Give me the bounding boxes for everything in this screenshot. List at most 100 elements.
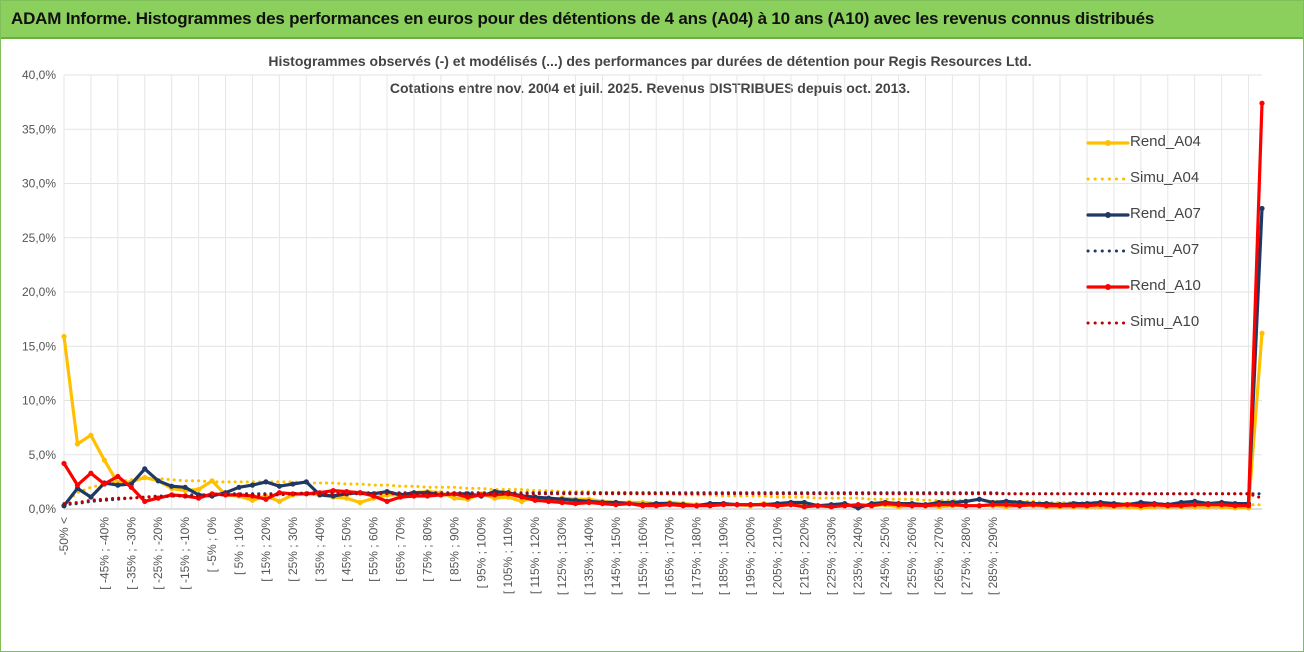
y-tick-label: 5,0% xyxy=(29,448,57,462)
data-point xyxy=(734,502,740,508)
data-point xyxy=(1151,502,1157,508)
x-tick-label: [ 215% ; 220% xyxy=(797,517,811,595)
x-tick-label: [ 45% ; 50% xyxy=(340,517,354,582)
data-point xyxy=(196,486,202,493)
y-tick-label: 15,0% xyxy=(22,339,56,353)
data-point xyxy=(465,494,471,500)
x-tick-label: [ 5% ; 10% xyxy=(232,517,246,575)
data-point xyxy=(1097,502,1104,508)
data-point xyxy=(976,503,982,509)
data-point xyxy=(519,498,525,505)
data-point xyxy=(61,333,67,340)
legend-label: Rend_A04 xyxy=(1130,133,1201,150)
data-point xyxy=(1111,503,1117,509)
legend-swatch xyxy=(1086,140,1130,146)
y-axis: 0,0% 5,0% 10,0% 15,0% 20,0% 25,0% 30,0% 35,0% 40… xyxy=(22,68,56,516)
data-point xyxy=(936,502,942,508)
y-tick-label: 30,0% xyxy=(22,177,56,191)
data-point xyxy=(559,499,565,506)
legend-swatch xyxy=(1086,177,1130,181)
data-point xyxy=(801,504,807,510)
x-tick-label: [ 155% ; 160% xyxy=(636,517,650,595)
y-tick-label: 35,0% xyxy=(22,122,56,136)
data-point xyxy=(1030,502,1036,508)
data-point xyxy=(761,502,767,508)
data-point xyxy=(613,502,619,508)
legend-item: Rend_A07 xyxy=(1076,200,1216,230)
data-point xyxy=(384,498,390,505)
x-tick-label: [ 255% ; 260% xyxy=(905,517,919,595)
data-point xyxy=(222,492,229,498)
data-point xyxy=(330,487,336,494)
x-tick-label: [ -25% ; -20% xyxy=(151,517,165,590)
data-point xyxy=(1259,330,1265,336)
data-point xyxy=(747,502,754,508)
legend-marker xyxy=(1105,140,1111,146)
legend-swatch xyxy=(1086,284,1130,290)
data-point xyxy=(115,482,121,488)
data-point xyxy=(963,498,969,505)
data-point xyxy=(842,503,848,509)
data-point xyxy=(532,497,538,503)
data-point xyxy=(276,498,282,505)
data-point xyxy=(276,483,282,489)
data-point xyxy=(626,500,632,507)
data-point xyxy=(182,484,188,490)
x-tick-label: [ 205% ; 210% xyxy=(770,517,784,595)
x-tick-label: [ 75% ; 80% xyxy=(420,517,434,582)
legend-swatch xyxy=(1086,321,1130,325)
data-point xyxy=(694,503,700,509)
x-tick-label: [ 15% ; 20% xyxy=(259,517,273,582)
data-point xyxy=(572,500,579,507)
data-point xyxy=(801,499,807,506)
data-point xyxy=(1259,100,1265,106)
series-line-simu-a07 xyxy=(62,491,1264,507)
data-point xyxy=(895,502,902,508)
legend-marker xyxy=(1105,284,1111,290)
data-point xyxy=(74,441,81,447)
header-bar: ADAM Informe. Histogrammes des performan… xyxy=(1,1,1303,39)
legend-label: Simu_A07 xyxy=(1130,241,1200,258)
x-tick-label: [ 245% ; 250% xyxy=(878,517,892,595)
series-line-simu-a10 xyxy=(62,492,1264,506)
series-line-rend-a04 xyxy=(62,331,1264,510)
data-point xyxy=(236,484,242,490)
data-point xyxy=(667,502,673,508)
data-point xyxy=(115,473,121,480)
data-point xyxy=(142,466,148,472)
data-point xyxy=(411,493,417,499)
legend-item: Simu_A07 xyxy=(1076,236,1216,266)
data-point xyxy=(88,432,94,438)
data-point xyxy=(1192,502,1198,508)
data-point xyxy=(815,503,821,509)
legend-swatch xyxy=(1086,249,1130,253)
data-point xyxy=(169,483,175,489)
x-tick-label: [ 85% ; 90% xyxy=(447,517,461,582)
data-point xyxy=(990,502,996,508)
x-tick-label: [ 105% ; 110% xyxy=(501,517,515,594)
data-point xyxy=(263,496,269,502)
legend-item: Simu_A10 xyxy=(1076,308,1216,338)
data-point xyxy=(909,503,915,509)
legend-label: Rend_A10 xyxy=(1130,277,1201,294)
data-point xyxy=(101,481,107,487)
series-layer xyxy=(61,100,1265,511)
y-tick-label: 25,0% xyxy=(22,231,56,245)
data-point xyxy=(1070,503,1077,509)
x-tick-label: [ 145% ; 150% xyxy=(609,517,623,595)
data-point xyxy=(828,504,834,510)
data-point xyxy=(1044,503,1050,509)
data-point xyxy=(88,470,94,476)
x-tick-label: [ -15% ; -10% xyxy=(178,517,192,590)
chart-subtitle: Cotations entre nov. 2004 et juil. 2025.… xyxy=(389,80,911,96)
data-point xyxy=(1165,503,1171,509)
data-point xyxy=(1219,502,1225,508)
series-line-simu-a04 xyxy=(62,477,1264,507)
x-tick-label: [ 175% ; 180% xyxy=(690,517,704,595)
data-point xyxy=(142,498,148,505)
data-point xyxy=(249,497,256,503)
x-tick-label: [ 265% ; 270% xyxy=(932,517,946,595)
data-point xyxy=(249,482,256,488)
x-tick-label: [ 65% ; 70% xyxy=(394,517,408,582)
